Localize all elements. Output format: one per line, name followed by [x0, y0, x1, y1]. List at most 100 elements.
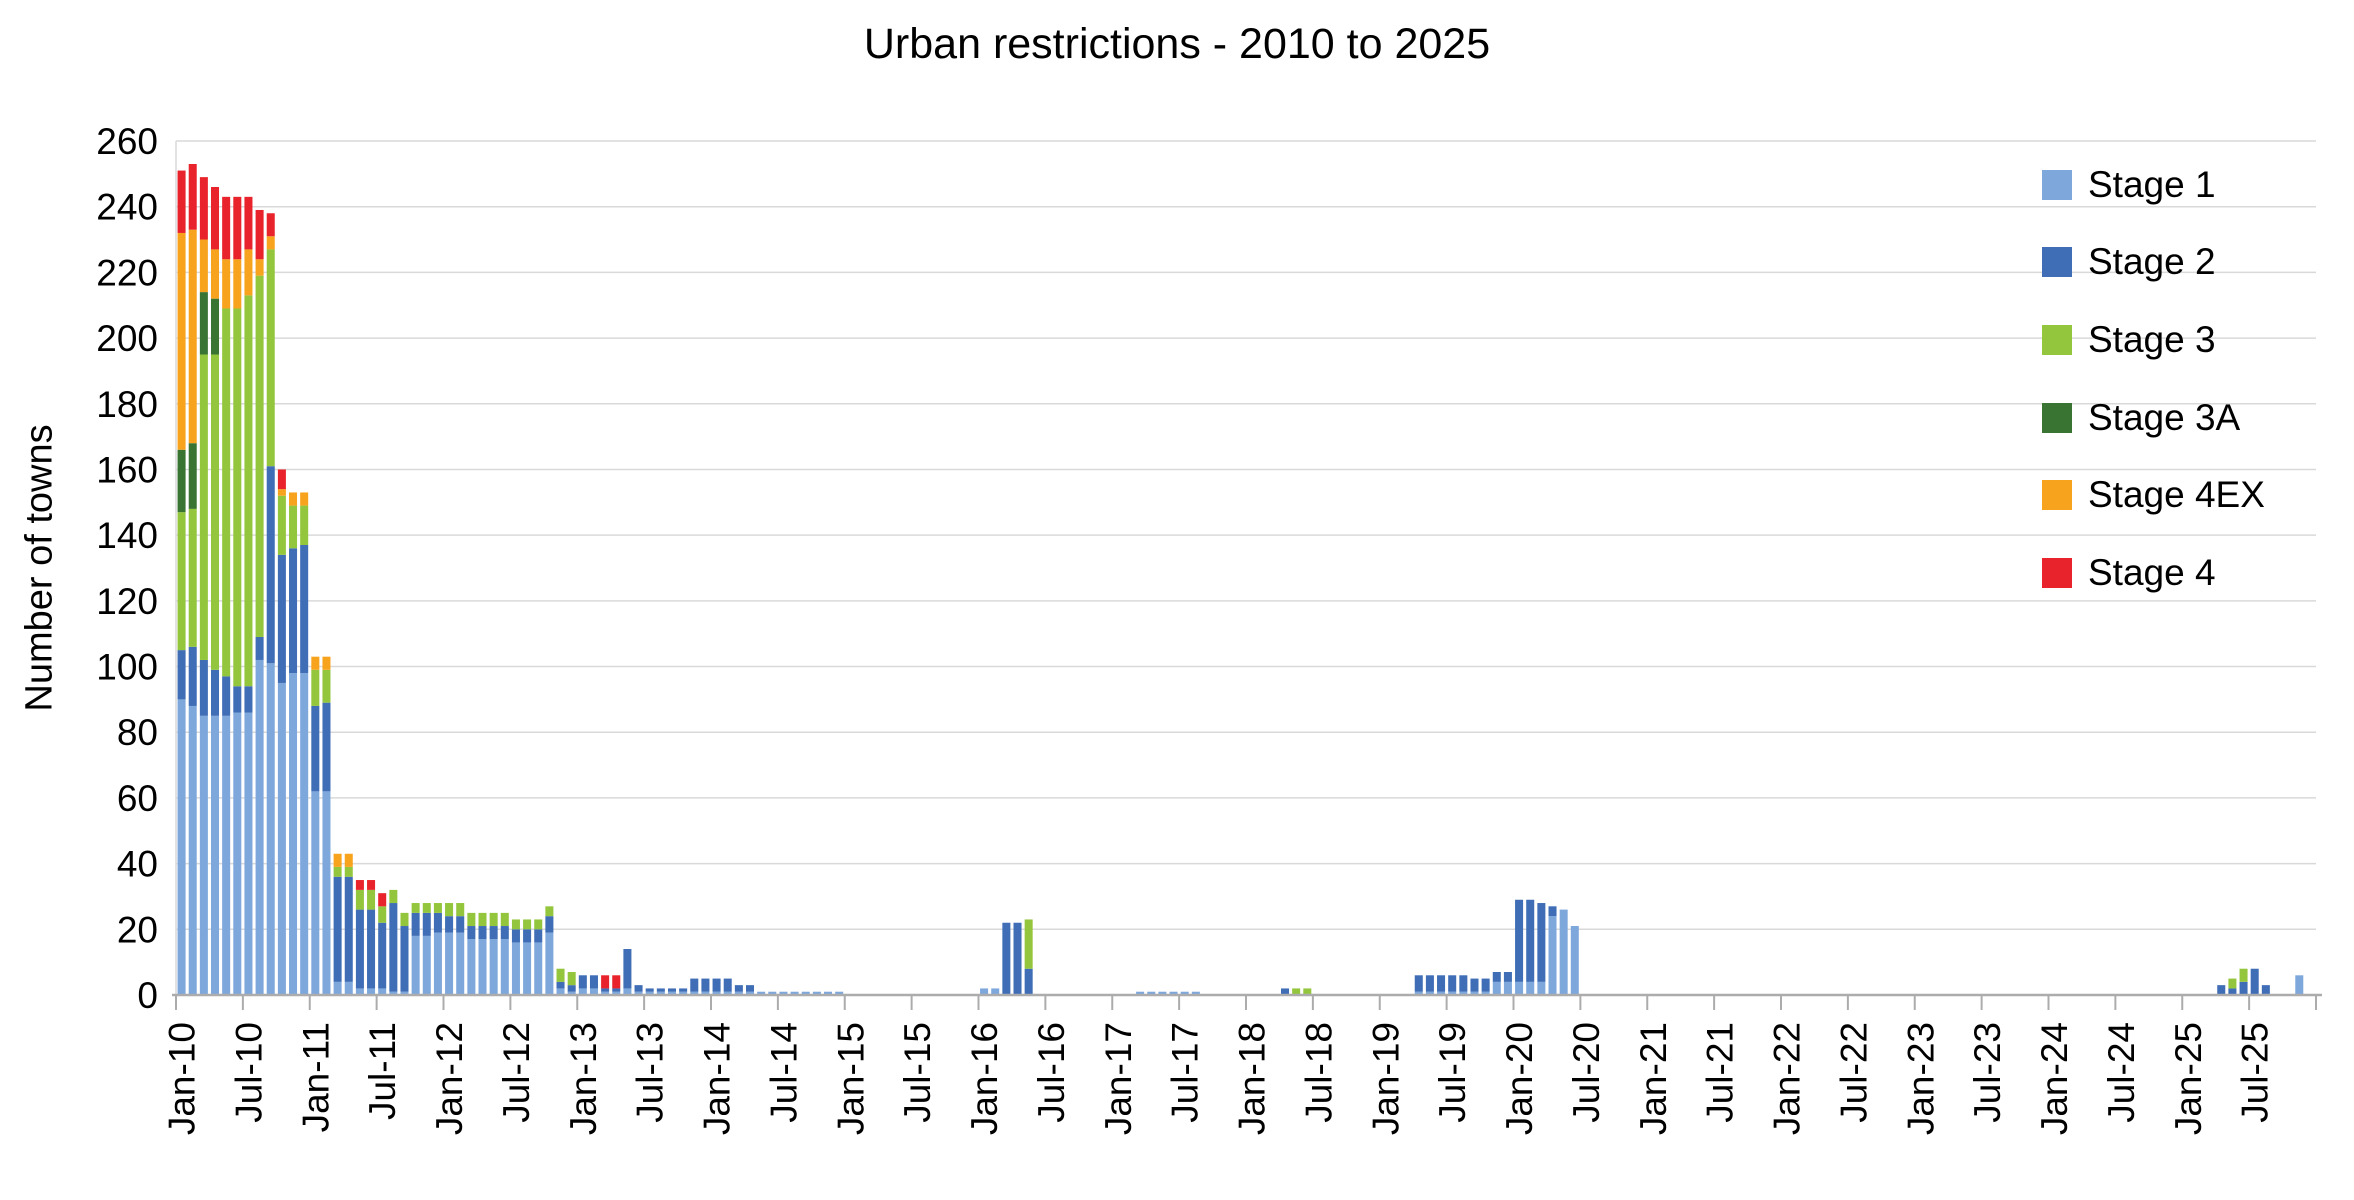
bar-segment-stage-1: [2295, 975, 2304, 995]
bar-segment-stage-3: [523, 919, 532, 930]
x-tick-label: Jul-22: [1833, 1022, 1874, 1123]
bar-segment-stage-2: [400, 926, 409, 992]
chart-title: Urban restrictions - 2010 to 2025: [863, 20, 1491, 68]
y-axis-title: Number of towns: [18, 424, 61, 712]
bar-segment-stage-1: [1570, 926, 1579, 995]
bar-segment-stage-2: [1448, 975, 1457, 992]
bar-segment-stage-1: [1180, 991, 1189, 995]
bar-segment-stage-3: [1024, 919, 1033, 969]
bar-segment-stage-2: [311, 705, 320, 792]
bar-segment-stage-1: [1191, 991, 1200, 995]
bar-segment-stage-1: [378, 988, 387, 995]
bar-segment-stage-3: [1292, 988, 1301, 995]
bar-segment-stage-1: [188, 705, 197, 995]
x-tick-label: Jul-13: [630, 1022, 671, 1123]
x-tick-label: Jul-18: [1298, 1022, 1339, 1123]
bar-segment-stage-3: [500, 912, 509, 927]
x-tick-label: Jan-24: [2034, 1022, 2075, 1135]
bar-segment-stage-1: [1559, 909, 1568, 995]
bar-segment-stage-1: [177, 699, 186, 995]
bar-segment-stage-2: [679, 988, 688, 992]
bar-segment-stage-2: [433, 912, 442, 933]
x-tick-label: Jan-10: [162, 1022, 203, 1135]
bar-segment-stage-4ex: [188, 229, 197, 444]
bar-segment-stage-3: [511, 919, 520, 930]
bar-segment-stage-2: [277, 554, 286, 683]
x-tick-label: Jan-17: [1098, 1022, 1139, 1135]
bar-segment-stage-1: [322, 791, 331, 995]
legend-item-stage-2: Stage 2: [2042, 224, 2265, 302]
bar-segment-stage-2: [378, 922, 387, 989]
bar-segment-stage-4ex: [322, 656, 331, 670]
bar-segment-stage-3: [367, 889, 376, 910]
bar-segment-stage-4ex: [244, 249, 253, 296]
bar-segment-stage-4: [355, 880, 364, 890]
bar-segment-stage-3: [445, 903, 454, 917]
bar-segment-stage-4: [244, 196, 253, 250]
x-tick-label: Jul-20: [1566, 1022, 1607, 1123]
bar-segment-stage-1: [210, 715, 220, 995]
bar-segment-stage-1: [1169, 991, 1178, 995]
bar-segment-stage-2: [489, 926, 498, 940]
bar-segment-stage-3: [289, 505, 298, 549]
bar-segment-stage-2: [589, 975, 598, 989]
bar-segment-stage-4ex: [311, 656, 320, 670]
legend-label: Stage 3A: [2088, 396, 2241, 438]
bar-segment-stage-3: [411, 903, 420, 913]
bar-segment-stage-1: [712, 991, 721, 995]
bar-segment-stage-4: [199, 177, 208, 240]
bar-segment-stage-2: [712, 978, 721, 992]
legend-label: Stage 3: [2088, 318, 2216, 360]
y-tick-label: 60: [117, 778, 158, 819]
bar-segment-stage-1: [801, 991, 810, 995]
bar-segment-stage-3: [433, 903, 442, 913]
bar-segment-stage-4: [612, 975, 621, 989]
bar-segment-stage-2: [556, 981, 565, 989]
bar-segment-stage-1: [623, 988, 632, 995]
bar-segment-stage-2: [1437, 975, 1446, 992]
x-tick-label: Jul-21: [1700, 1022, 1741, 1123]
bar-segment-stage-1: [1136, 991, 1145, 995]
bar-segment-stage-2: [244, 686, 253, 713]
bar-segment-stage-2: [534, 929, 543, 943]
bar-segment-stage-3: [244, 295, 253, 687]
bar-segment-stage-3: [355, 889, 364, 910]
legend-item-stage-3a: Stage 3A: [2042, 379, 2265, 457]
bar-segment-stage-4ex: [289, 492, 298, 506]
bar-segment-stage-3: [556, 968, 565, 982]
bar-segment-stage-2: [1425, 975, 1434, 992]
bar-segment-stage-1: [266, 663, 275, 995]
bar-segment-stage-1: [1515, 981, 1524, 995]
bar-segment-stage-2: [210, 669, 220, 716]
bar-segment-stage-2: [1481, 978, 1490, 992]
x-tick-label: Jan-20: [1499, 1022, 1540, 1135]
bar-segment-stage-3: [300, 505, 309, 546]
bar-segment-stage-2: [2261, 985, 2270, 995]
bar-segment-stage-1: [534, 942, 543, 995]
bar-segment-stage-1: [612, 991, 621, 995]
x-tick-label: Jul-14: [763, 1022, 804, 1123]
bar-segment-stage-1: [445, 932, 454, 995]
bar-segment-stage-2: [545, 916, 554, 933]
bar-segment-stage-1: [734, 991, 743, 995]
bar-segment-stage-1: [300, 673, 309, 995]
bar-segment-stage-2: [289, 548, 298, 674]
bar-segment-stage-2: [1548, 906, 1557, 917]
bar-segment-stage-2: [445, 916, 454, 933]
bar-segment-stage-1: [478, 939, 487, 995]
bar-segment-stage-3: [489, 912, 498, 927]
bar-segment-stage-3: [1303, 988, 1312, 995]
legend-swatch-icon: [2042, 402, 2072, 433]
bar-segment-stage-3: [534, 919, 543, 930]
bar-segment-stage-3: [255, 275, 264, 637]
legend-label: Stage 2: [2088, 241, 2216, 283]
x-tick-label: Jul-15: [897, 1022, 938, 1123]
bar-segment-stage-4ex: [222, 259, 231, 309]
bar-segment-stage-2: [2250, 968, 2259, 995]
bar-segment-stage-2: [1002, 922, 1011, 995]
bar-segment-stage-2: [1459, 975, 1468, 992]
bar-segment-stage-1: [745, 991, 755, 995]
bar-segment-stage-1: [233, 712, 242, 995]
bar-segment-stage-4ex: [199, 239, 208, 293]
